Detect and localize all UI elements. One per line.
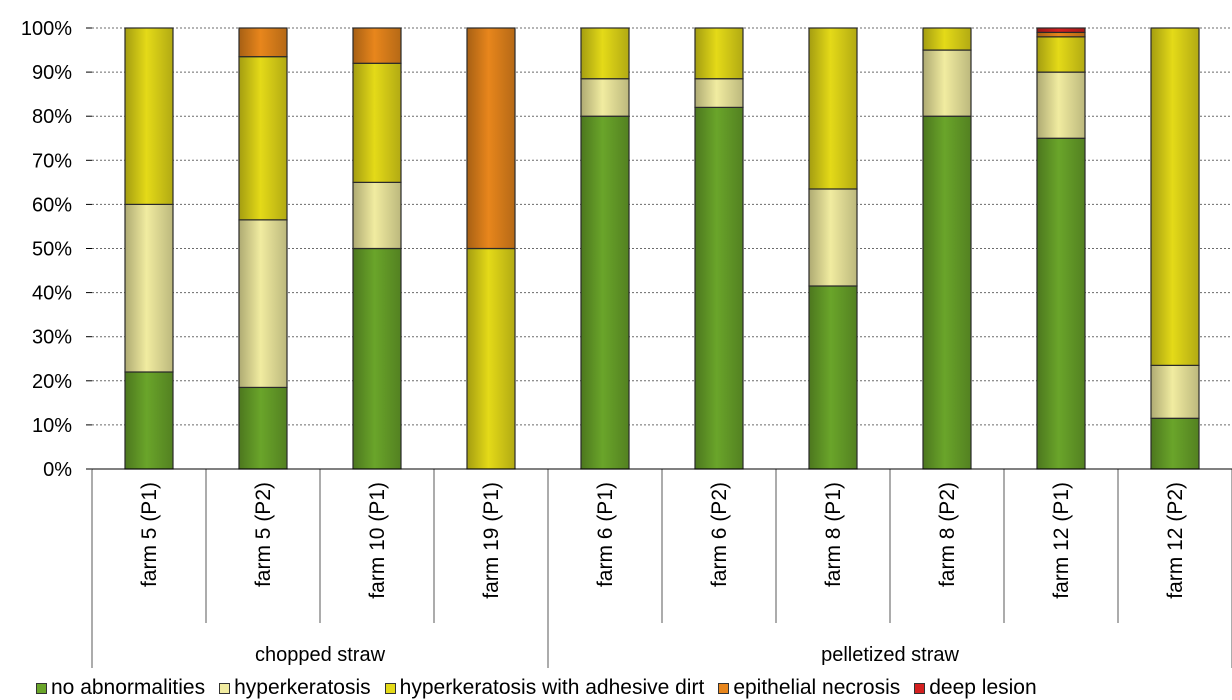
x-tick-label: farm 6 (P1) [594, 482, 617, 587]
bar-segment [580, 78, 630, 117]
bar-segment [124, 371, 174, 470]
legend-swatch [718, 682, 730, 694]
x-tick-label: farm 6 (P2) [708, 482, 731, 587]
y-tick-label: 50% [32, 239, 72, 261]
bar-segment [1036, 31, 1086, 38]
y-tick-label: 20% [32, 371, 72, 393]
group-label: chopped straw [255, 644, 386, 666]
bar-segment [466, 27, 516, 250]
legend-swatch [384, 682, 396, 694]
group-label: pelletized straw [821, 644, 959, 666]
bar-segment [580, 27, 630, 80]
legend-label: epithelial necrosis [733, 676, 901, 699]
y-tick-label: 10% [32, 415, 72, 437]
y-tick-label: 40% [32, 283, 72, 305]
legend-swatch [36, 682, 47, 694]
x-tick-label: farm 5 (P2) [252, 482, 275, 587]
legend-item: epithelial necrosis [718, 676, 900, 700]
x-axis-groups: chopped straw pelletized straw [255, 644, 960, 666]
bar-segment [808, 285, 858, 470]
x-tick-label: farm 10 (P1) [366, 482, 389, 599]
y-tick-label: 60% [32, 194, 72, 216]
bar-segment [808, 188, 858, 287]
bar-segment [238, 56, 288, 221]
x-tick-label: farm 19 (P1) [480, 482, 503, 599]
bar-segment [352, 27, 402, 64]
legend-label: no abnormalities [51, 676, 206, 699]
y-tick-label: 90% [32, 62, 72, 84]
legend-label: hyperkeratosis [234, 676, 371, 699]
x-tick-label: farm 8 (P2) [936, 482, 959, 587]
x-tick-label: farm 8 (P1) [822, 482, 845, 587]
y-tick-label: 100% [21, 18, 72, 40]
y-tick-label: 30% [32, 327, 72, 349]
bar-segment [1150, 417, 1200, 470]
stacked-bar-chart: 0% 10% 20% 30% 40% 50% 60% 70% 80% 90% 100% farm 5… [21, 18, 1232, 668]
legend-item: deep lesion [914, 676, 1037, 700]
legend-label: hyperkeratosis with adhesive dirt [399, 676, 705, 699]
x-tick-label: farm 12 (P2) [1164, 482, 1187, 599]
x-tick-label: farm 5 (P1) [138, 482, 161, 587]
legend-item: hyperkeratosis with adhesive dirt [384, 676, 705, 700]
bar-segment [580, 115, 630, 470]
bar-segment [466, 247, 516, 470]
bar-segment [124, 203, 174, 373]
bar-segment [1150, 27, 1200, 366]
bar-segment [922, 27, 972, 51]
bar-segment [124, 27, 174, 205]
legend-swatch [914, 682, 926, 694]
bar-segment [238, 27, 288, 58]
bar-segment [352, 247, 402, 470]
bar-segment [1036, 36, 1086, 73]
y-tick-label: 80% [32, 106, 72, 128]
legend-item: hyperkeratosis [219, 676, 371, 700]
bar-segment [352, 62, 402, 183]
y-axis-ticks: 0% 10% 20% 30% 40% 50% 60% 70% 80% 90% 100% [21, 18, 92, 481]
bar-segment [238, 386, 288, 470]
bar-segment [694, 27, 744, 80]
legend-item: no abnormalities [36, 676, 205, 700]
bar-segment [1150, 364, 1200, 419]
legend-label: deep lesion [929, 676, 1037, 699]
bar-segment [1036, 71, 1086, 139]
bar-segment [808, 27, 858, 190]
bar-segment [694, 106, 744, 470]
bars [124, 27, 1200, 470]
y-tick-label: 0% [43, 459, 72, 481]
bar-segment [694, 78, 744, 108]
bar-segment [352, 181, 402, 250]
legend: no abnormalities hyperkeratosis hyperkerat… [36, 676, 1051, 700]
bar-segment [922, 49, 972, 117]
bar-segment [922, 115, 972, 470]
bar-segment [238, 219, 288, 389]
bar-segment [1036, 27, 1086, 34]
x-axis-labels: farm 5 (P1) farm 5 (P2) farm 10 (P1) farm 1… [91, 469, 1232, 668]
legend-swatch [219, 682, 231, 694]
y-tick-label: 70% [32, 150, 72, 172]
x-tick-label: farm 12 (P1) [1050, 482, 1073, 599]
bar-segment [1036, 137, 1086, 470]
